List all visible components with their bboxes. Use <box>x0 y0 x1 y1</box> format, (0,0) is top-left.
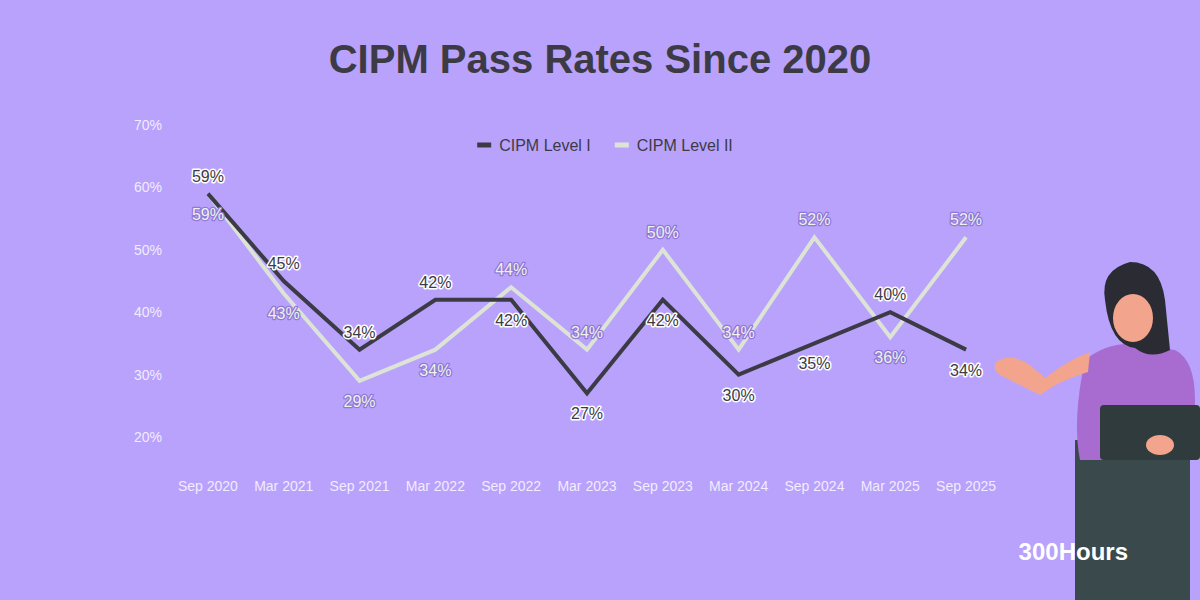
data-label: 35% <box>798 355 830 372</box>
data-label: 44% <box>495 261 527 278</box>
x-tick-label: Mar 2025 <box>861 478 920 494</box>
chart: CIPM Pass Rates Since 2020 20% 30% 40% 50% 60… <box>0 0 1200 600</box>
x-tick-label: Mar 2024 <box>709 478 768 494</box>
data-label: 42% <box>419 274 451 291</box>
lines <box>208 194 966 394</box>
data-label: 36% <box>874 349 906 366</box>
data-label: 27% <box>571 405 603 422</box>
data-label: 45% <box>268 255 300 272</box>
data-label: 42% <box>647 312 679 329</box>
x-tick-label: Mar 2021 <box>254 478 313 494</box>
legend-swatch <box>615 143 629 148</box>
figure-hand <box>1146 435 1174 455</box>
data-label: 34% <box>723 324 755 341</box>
x-tick-label: Sep 2020 <box>178 478 238 494</box>
legend-label: CIPM Level II <box>637 137 733 154</box>
legend-label: CIPM Level I <box>499 137 591 154</box>
y-tick <box>166 437 170 438</box>
y-tick <box>166 249 170 250</box>
data-label: 59% <box>192 206 224 223</box>
series-line <box>208 194 966 381</box>
y-tick-label: 70% <box>134 117 162 133</box>
figure-legs <box>1075 440 1190 600</box>
x-tick-label: Mar 2022 <box>406 478 465 494</box>
data-label: 40% <box>874 286 906 303</box>
data-label: 42% <box>495 312 527 329</box>
y-tick-label: 40% <box>134 304 162 320</box>
data-label: 50% <box>647 224 679 241</box>
y-tick <box>166 187 170 188</box>
x-tick-label: Sep 2022 <box>481 478 541 494</box>
title: CIPM Pass Rates Since 2020 <box>329 37 872 81</box>
series-line <box>208 194 966 394</box>
x-tick-label: Sep 2023 <box>633 478 693 494</box>
data-label: 43% <box>268 305 300 322</box>
y-tick-label: 50% <box>134 242 162 258</box>
x-axis: Sep 2020 Mar 2021 Sep 2021 Mar 2022 Sep 2022… <box>178 478 996 494</box>
legend-swatch <box>477 143 491 148</box>
data-label: 34% <box>571 324 603 341</box>
data-label: 34% <box>344 324 376 341</box>
data-label: 34% <box>950 362 982 379</box>
y-tick-label: 60% <box>134 179 162 195</box>
legend-item: CIPM Level I <box>477 137 591 154</box>
y-tick-label: 30% <box>134 367 162 383</box>
x-tick-label: Sep 2024 <box>784 478 844 494</box>
brand: 300Hours <box>1019 538 1128 565</box>
legend: CIPM Level I CIPM Level II <box>477 137 733 154</box>
y-axis: 20% 30% 40% 50% 60% 70% <box>134 117 170 445</box>
legend-item: CIPM Level II <box>615 137 733 154</box>
data-label: 34% <box>419 362 451 379</box>
data-label: 52% <box>950 211 982 228</box>
x-tick-label: Mar 2023 <box>557 478 616 494</box>
figure-head <box>1113 294 1153 342</box>
x-tick-label: Sep 2021 <box>330 478 390 494</box>
data-label: 30% <box>723 387 755 404</box>
data-labels: 59% 45% 34% 42% 42% 27% 42% 30% 35% 40% 34% 59% 43% 2… <box>192 168 982 423</box>
data-label: 29% <box>344 393 376 410</box>
figure-hand <box>995 352 1090 395</box>
data-label: 52% <box>798 211 830 228</box>
y-tick-label: 20% <box>134 429 162 445</box>
illustration <box>995 262 1200 600</box>
x-tick-label: Sep 2025 <box>936 478 996 494</box>
data-label: 59% <box>192 168 224 185</box>
y-tick <box>166 125 170 126</box>
figure-hair <box>1104 262 1170 355</box>
y-tick <box>166 312 170 313</box>
figure-laptop <box>1100 405 1200 460</box>
y-tick <box>166 374 170 375</box>
